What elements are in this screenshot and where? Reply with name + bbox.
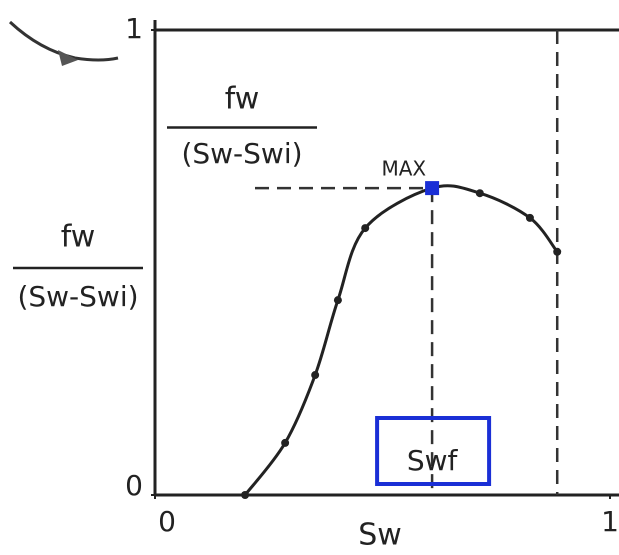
data-point (553, 247, 562, 256)
arrow-stroke (8, 20, 119, 62)
data-point (425, 181, 440, 196)
y-tick-label: 1 (125, 12, 143, 45)
label-numerator: fw (61, 220, 96, 255)
data-point (475, 189, 484, 198)
arrow-head (58, 50, 78, 66)
max-label: MAX (381, 157, 426, 181)
y-tick-label: 0 (125, 469, 143, 502)
swf-box (375, 416, 492, 486)
swf-label: Swf (407, 444, 459, 477)
data-point (525, 213, 534, 222)
label-denominator: (Sw-Swi) (181, 137, 302, 170)
curve (243, 184, 559, 496)
data-point (281, 438, 290, 447)
data-point (311, 371, 320, 380)
label-denominator: (Sw-Swi) (17, 280, 138, 313)
x-tick-label: 0 (158, 505, 176, 538)
data-point (361, 224, 370, 233)
x-axis-label: Sw (358, 518, 402, 553)
x-tick-label: 1 (601, 505, 619, 538)
data-point (333, 296, 342, 305)
label-numerator: fw (225, 82, 260, 117)
data-point (241, 491, 250, 499)
